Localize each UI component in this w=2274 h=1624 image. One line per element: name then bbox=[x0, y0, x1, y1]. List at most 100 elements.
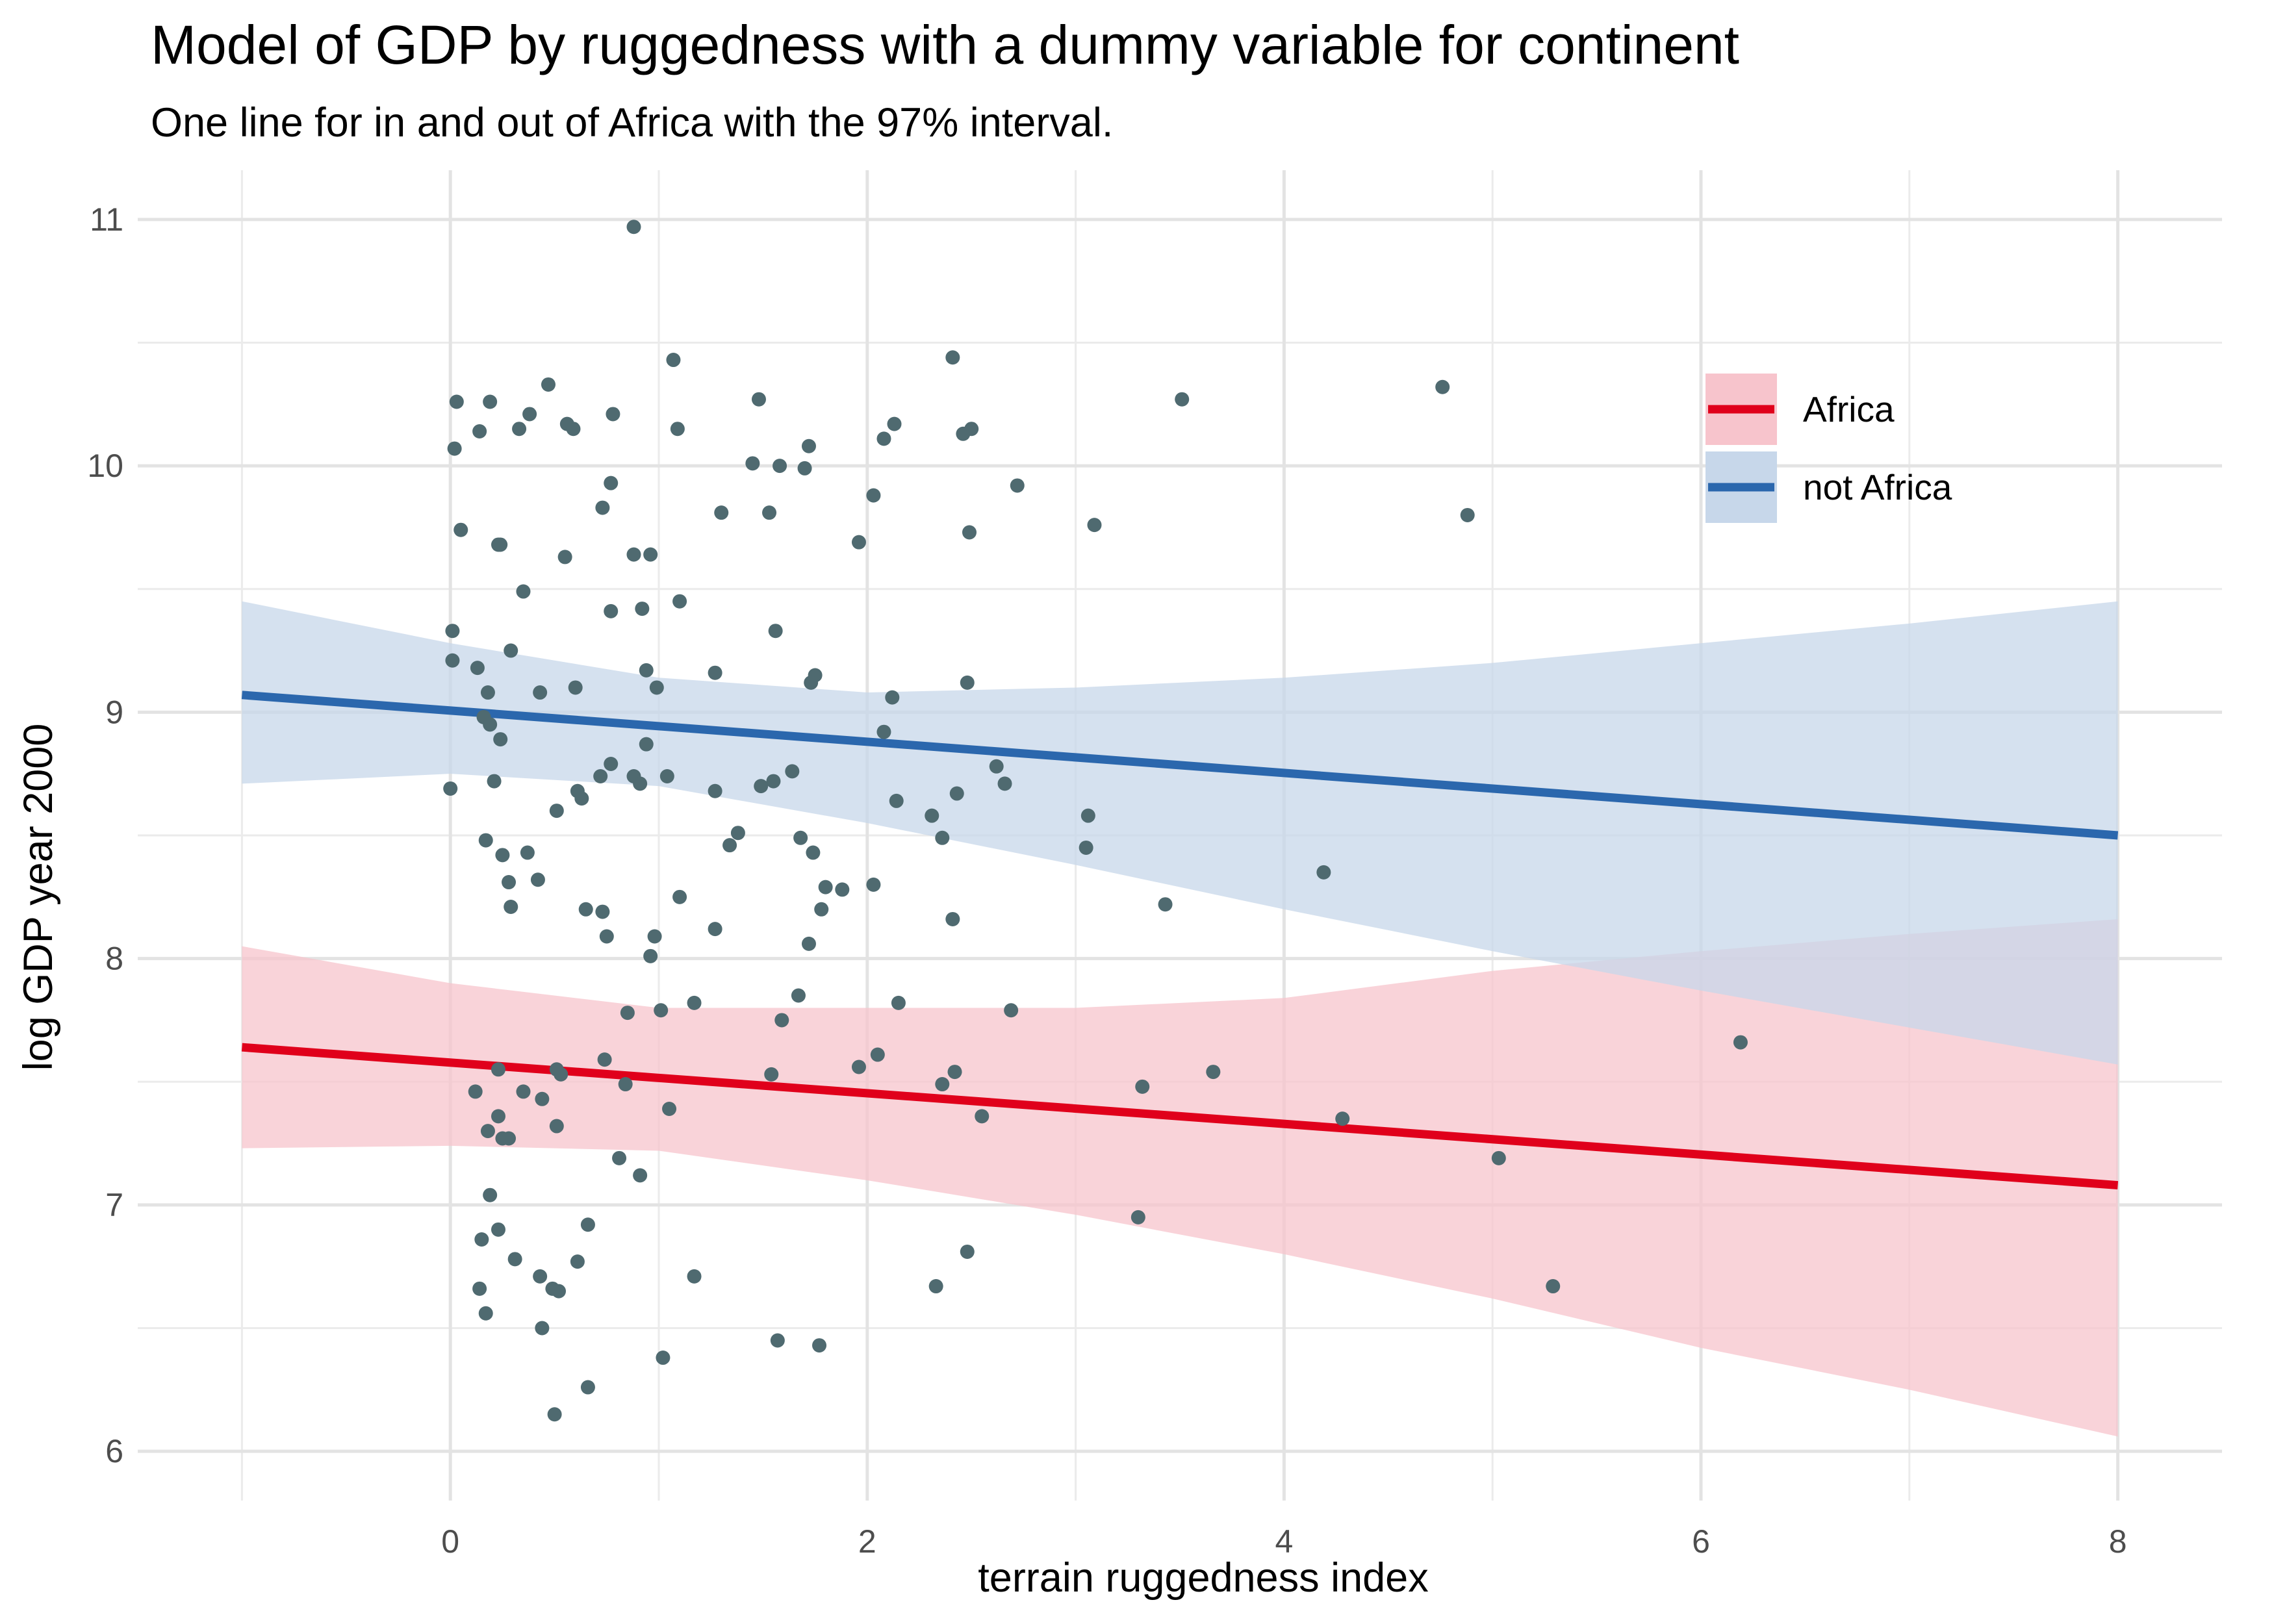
data-point bbox=[512, 422, 527, 437]
data-point bbox=[935, 830, 950, 845]
chart-title: Model of GDP by ruggedness with a dummy … bbox=[151, 14, 1739, 75]
data-point bbox=[774, 1013, 789, 1028]
fit-line-not-africa bbox=[241, 691, 2119, 840]
data-point bbox=[714, 505, 729, 520]
data-point bbox=[552, 1284, 567, 1299]
data-point bbox=[483, 1187, 498, 1202]
y-axis-ticks: 6 7 8 9 10 11 bbox=[87, 201, 123, 1469]
data-point bbox=[491, 1109, 505, 1124]
data-point bbox=[487, 774, 502, 789]
data-point bbox=[502, 875, 517, 890]
data-point bbox=[887, 416, 902, 431]
data-point bbox=[770, 1333, 785, 1348]
data-point bbox=[533, 1269, 548, 1284]
data-point bbox=[945, 911, 960, 926]
data-point bbox=[1158, 897, 1173, 912]
data-point bbox=[801, 936, 816, 951]
data-point bbox=[483, 394, 498, 409]
data-point bbox=[547, 1407, 562, 1422]
data-point bbox=[604, 476, 619, 490]
data-point bbox=[474, 1232, 489, 1247]
legend-label-not-africa: not Africa bbox=[1803, 467, 1952, 507]
data-point bbox=[470, 661, 485, 676]
data-point bbox=[597, 1052, 612, 1067]
y-tick-label: 10 bbox=[87, 448, 123, 484]
data-point bbox=[472, 1281, 487, 1296]
data-point bbox=[504, 899, 518, 914]
data-point bbox=[604, 603, 619, 618]
data-point bbox=[557, 550, 572, 565]
data-point bbox=[1080, 808, 1095, 823]
x-tick-label: 0 bbox=[441, 1523, 459, 1560]
data-point bbox=[1546, 1279, 1561, 1294]
legend: Africa not Africa bbox=[1706, 374, 1952, 523]
data-point bbox=[604, 757, 619, 772]
data-point bbox=[549, 804, 564, 818]
data-point bbox=[791, 988, 806, 1003]
data-point bbox=[797, 461, 812, 476]
data-point bbox=[445, 653, 460, 668]
data-point bbox=[1131, 1210, 1145, 1224]
data-point bbox=[766, 774, 781, 789]
data-point bbox=[633, 776, 648, 791]
data-point bbox=[764, 1067, 779, 1082]
data-point bbox=[762, 505, 777, 520]
data-point bbox=[493, 537, 508, 552]
data-point bbox=[935, 1077, 950, 1092]
data-point bbox=[507, 1252, 522, 1267]
y-tick-label: 8 bbox=[105, 941, 123, 977]
data-point bbox=[530, 872, 545, 887]
data-point bbox=[754, 779, 769, 794]
data-point bbox=[647, 929, 662, 944]
data-point bbox=[773, 459, 787, 474]
data-point bbox=[876, 724, 891, 739]
data-point bbox=[483, 717, 498, 732]
data-point bbox=[670, 422, 685, 437]
data-point bbox=[730, 826, 745, 841]
data-point bbox=[722, 838, 737, 853]
data-point bbox=[516, 1084, 531, 1099]
data-point bbox=[687, 1269, 702, 1284]
x-tick-label: 4 bbox=[1275, 1523, 1293, 1560]
data-point bbox=[443, 781, 458, 796]
data-point bbox=[449, 394, 464, 409]
data-point bbox=[491, 1062, 505, 1077]
data-point bbox=[454, 522, 468, 537]
data-point bbox=[812, 1338, 827, 1353]
data-point bbox=[568, 680, 583, 695]
data-point bbox=[956, 426, 971, 441]
data-point bbox=[672, 594, 687, 609]
data-point bbox=[478, 1306, 493, 1321]
data-point bbox=[1010, 478, 1025, 493]
data-point bbox=[533, 685, 548, 700]
data-point bbox=[566, 422, 581, 437]
data-point bbox=[643, 547, 658, 562]
data-point bbox=[708, 922, 722, 937]
data-point bbox=[997, 776, 1012, 791]
data-point bbox=[975, 1109, 990, 1124]
data-point bbox=[626, 220, 641, 235]
interval-bands bbox=[242, 601, 2118, 1437]
data-point bbox=[639, 663, 654, 678]
data-point bbox=[928, 1279, 943, 1294]
data-point bbox=[949, 786, 964, 801]
data-point bbox=[1335, 1111, 1350, 1126]
x-axis-title: terrain ruggedness index bbox=[978, 1555, 1428, 1601]
data-point bbox=[751, 392, 766, 407]
data-point bbox=[654, 1003, 669, 1018]
data-point bbox=[580, 1217, 595, 1232]
x-tick-label: 2 bbox=[858, 1523, 876, 1560]
data-point bbox=[960, 1244, 975, 1259]
data-point bbox=[535, 1321, 550, 1336]
data-point bbox=[945, 350, 960, 365]
data-point bbox=[1460, 507, 1475, 522]
y-tick-label: 7 bbox=[105, 1187, 123, 1223]
data-point bbox=[495, 848, 510, 863]
y-axis-title: log GDP year 2000 bbox=[16, 724, 61, 1071]
x-tick-label: 8 bbox=[2109, 1523, 2127, 1560]
data-point bbox=[851, 535, 866, 550]
y-tick-label: 6 bbox=[105, 1433, 123, 1469]
data-point bbox=[672, 889, 687, 904]
data-point bbox=[785, 764, 800, 779]
data-point bbox=[804, 675, 819, 690]
